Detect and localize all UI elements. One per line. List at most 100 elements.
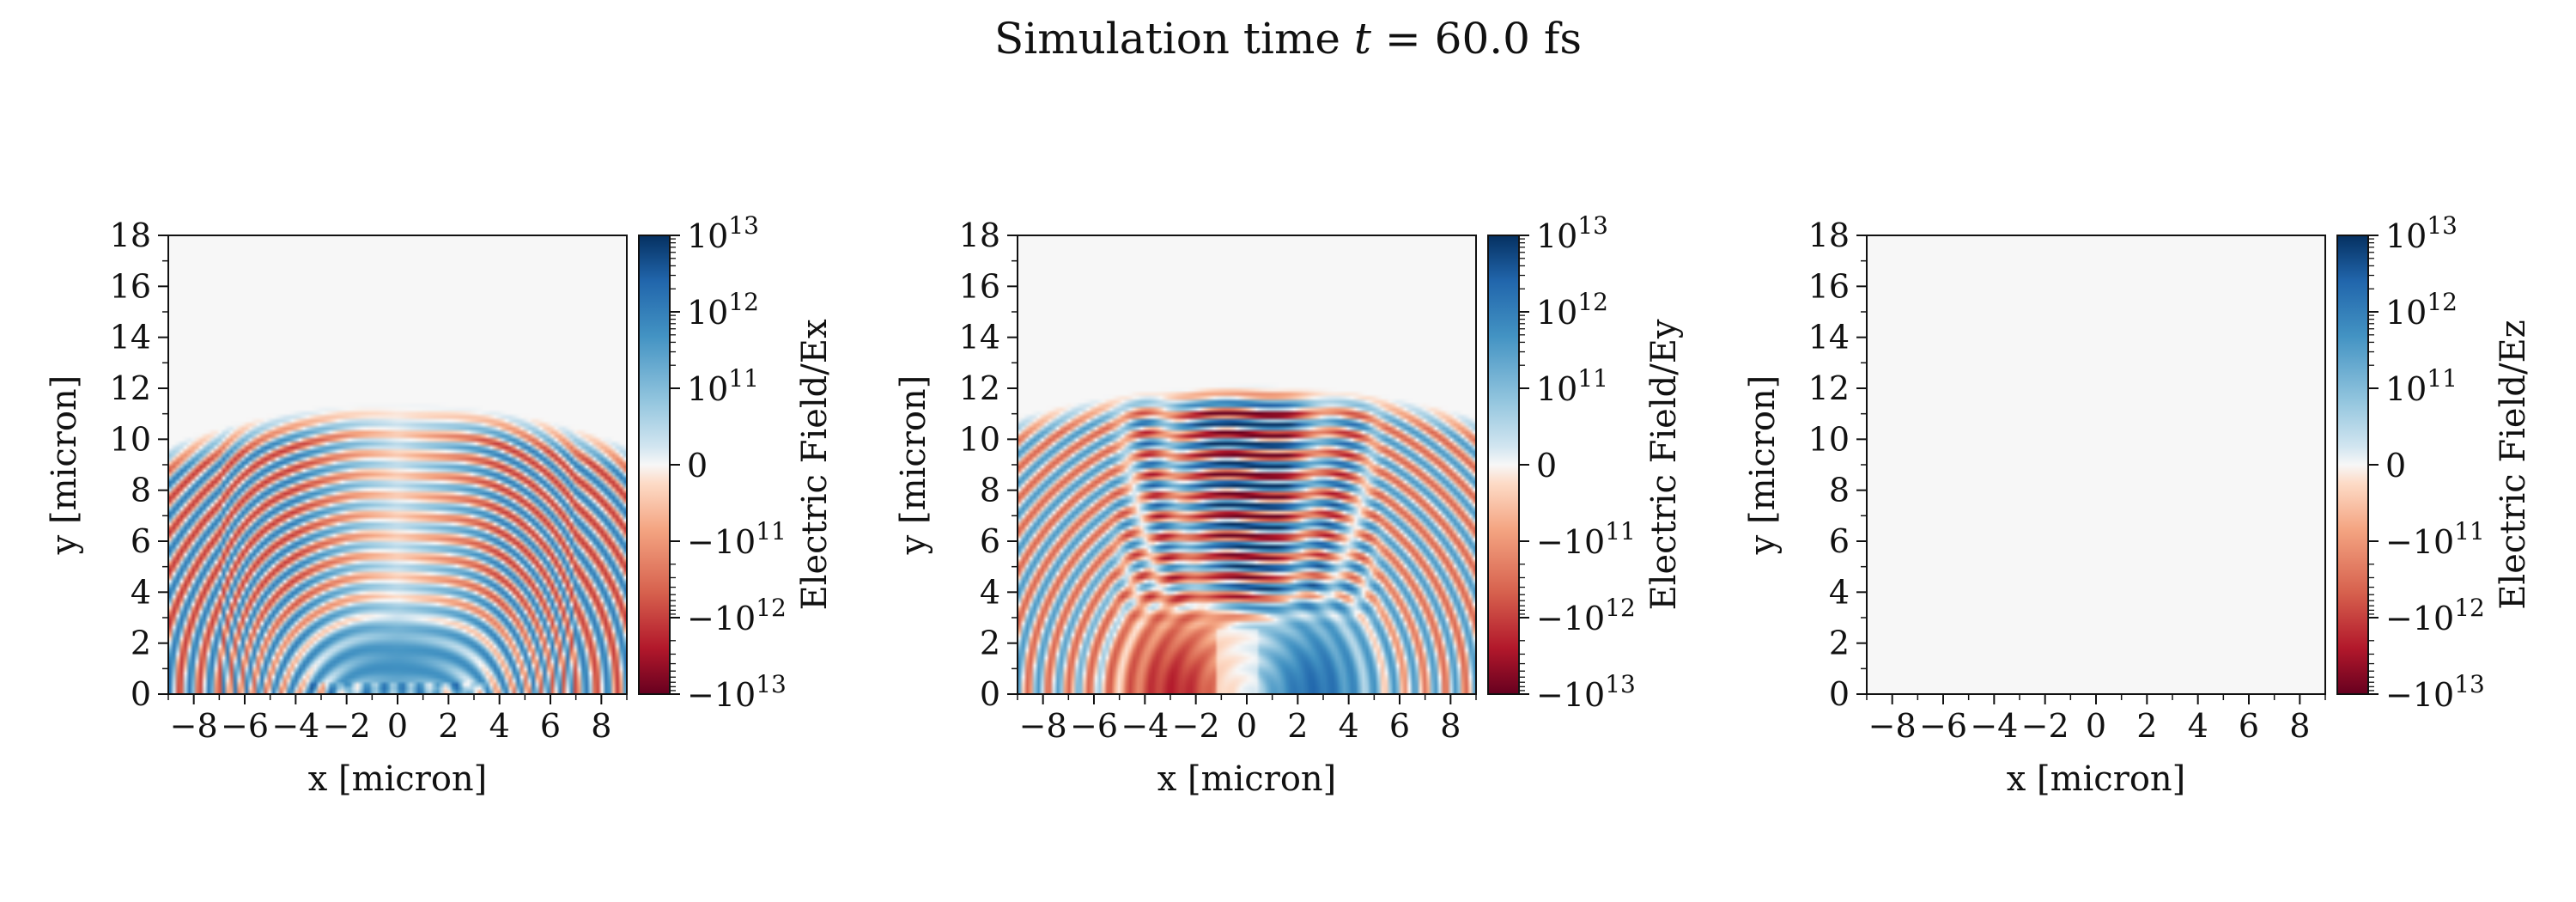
colorbar-label: Electric Field/Ex: [795, 319, 835, 610]
x-tick-label: 8: [591, 707, 611, 745]
x-tick-label: −2: [1172, 707, 1220, 745]
x-axis-label: x [micron]: [1157, 759, 1337, 799]
x-tick-label: 6: [2239, 707, 2259, 745]
x-tick-label: −2: [2021, 707, 2069, 745]
y-tick-label: 10: [959, 420, 1000, 458]
colorbar-tick-label: 1011: [687, 364, 759, 408]
y-tick-label: 6: [980, 522, 1000, 560]
y-tick-label: 12: [1808, 369, 1850, 407]
y-tick-label: 0: [1829, 675, 1850, 713]
colorbar-tick-label: −1012: [2385, 594, 2485, 637]
colorbar-tick-label: 1013: [687, 211, 759, 255]
colorbar-tick-label: 0: [1536, 447, 1557, 485]
y-tick-label: 4: [980, 573, 1000, 611]
x-tick-label: 0: [2086, 707, 2106, 745]
y-tick-label: 4: [131, 573, 151, 611]
heatmap-image-ez: [1867, 235, 2325, 694]
y-tick-label: 8: [1829, 472, 1850, 509]
y-tick-label: 18: [1808, 216, 1850, 254]
colorbar-tick-label: −1013: [687, 670, 787, 714]
x-tick-label: −6: [1919, 707, 1967, 745]
x-tick-label: −4: [1970, 707, 2018, 745]
suptitle: Simulation time t = 60.0 fs: [994, 14, 1582, 64]
y-tick-label: 2: [131, 625, 151, 662]
y-tick-label: 0: [131, 675, 151, 713]
x-tick-label: 8: [2289, 707, 2310, 745]
colorbar-tick-label: −1011: [1536, 517, 1636, 561]
colorbar-tick-label: 1012: [1536, 288, 1608, 332]
x-tick-label: −4: [271, 707, 319, 745]
colorbar-tick-label: 1012: [687, 288, 759, 332]
x-tick-label: 6: [1389, 707, 1410, 745]
y-tick-label: 4: [1829, 573, 1850, 611]
colorbar-tick-label: 1013: [2385, 211, 2458, 255]
y-tick-label: 14: [1808, 319, 1850, 357]
colorbar-tick-label: −1012: [687, 594, 787, 637]
x-tick-label: 4: [1339, 707, 1359, 745]
x-tick-label: −8: [170, 707, 218, 745]
y-axis-label: y [micron]: [1743, 375, 1783, 556]
colorbar-gradient: [2336, 235, 2369, 695]
x-tick-label: 6: [540, 707, 561, 745]
y-axis-label: y [micron]: [45, 375, 84, 556]
x-tick-label: 0: [387, 707, 408, 745]
colorbar-1: 1013 1012 1011 0 −1011 −1012 −1013 Electric Fie…: [638, 211, 835, 714]
colorbar-tick-label: −1011: [687, 517, 787, 561]
colorbar-label: Electric Field/Ey: [1644, 319, 1684, 610]
x-tick-label: 8: [1440, 707, 1461, 745]
y-tick-label: 18: [110, 216, 151, 254]
y-tick-label: 14: [959, 319, 1000, 357]
colorbar-tick-label: −1012: [1536, 594, 1636, 637]
colorbar-tick-label: 1012: [2385, 288, 2458, 332]
colorbar-label: Electric Field/Ez: [2494, 320, 2533, 610]
colorbar-gradient: [638, 235, 671, 695]
x-tick-label: 0: [1236, 707, 1257, 745]
y-tick-label: 12: [959, 369, 1000, 407]
colorbar-2: 1013 1012 1011 0 −1011 −1012 −1013 Electric Fie…: [1487, 211, 1684, 714]
x-tick-label: 4: [489, 707, 510, 745]
y-tick-label: 6: [1829, 522, 1850, 560]
y-tick-label: 2: [980, 625, 1000, 662]
colorbar-tick-label: −1013: [2385, 670, 2485, 714]
y-tick-label: 8: [980, 472, 1000, 509]
x-tick-label: 2: [2136, 707, 2157, 745]
colorbar-tick-label: 1013: [1536, 211, 1608, 255]
colorbar-3: 1013 1012 1011 0 −1011 −1012 −1013 Electric Fie…: [2336, 211, 2533, 714]
y-axis-label: y [micron]: [894, 375, 933, 556]
colorbar-tick-label: 1011: [1536, 364, 1608, 408]
x-tick-label: −6: [1070, 707, 1118, 745]
x-axis-label: x [micron]: [2007, 759, 2186, 799]
colorbar-tick-label: −1011: [2385, 517, 2485, 561]
x-tick-label: −2: [323, 707, 371, 745]
y-tick-label: 16: [959, 267, 1000, 305]
y-tick-label: 10: [110, 420, 151, 458]
y-tick-label: 16: [110, 267, 151, 305]
colorbar-tick-label: 1011: [2385, 364, 2458, 408]
x-tick-label: −4: [1121, 707, 1169, 745]
x-tick-label: 2: [438, 707, 459, 745]
x-tick-label: −6: [221, 707, 269, 745]
y-tick-label: 12: [110, 369, 151, 407]
colorbar-tick-label: −1013: [1536, 670, 1636, 714]
x-tick-label: 2: [1287, 707, 1308, 745]
heatmap-image-ey: [1018, 235, 1476, 694]
y-tick-label: 18: [959, 216, 1000, 254]
x-tick-label: −8: [1019, 707, 1067, 745]
y-tick-label: 10: [1808, 420, 1850, 458]
y-tick-label: 0: [980, 675, 1000, 713]
x-tick-label: −8: [1868, 707, 1917, 745]
heatmap-image-ex: [168, 235, 627, 694]
y-tick-label: 14: [110, 319, 151, 357]
x-axis-label: x [micron]: [308, 759, 488, 799]
y-tick-label: 2: [1829, 625, 1850, 662]
colorbar-tick-label: 0: [687, 447, 708, 485]
y-tick-label: 8: [131, 472, 151, 509]
x-tick-label: 4: [2188, 707, 2208, 745]
colorbar-tick-label: 0: [2385, 447, 2406, 485]
y-tick-label: 16: [1808, 267, 1850, 305]
colorbar-gradient: [1487, 235, 1520, 695]
